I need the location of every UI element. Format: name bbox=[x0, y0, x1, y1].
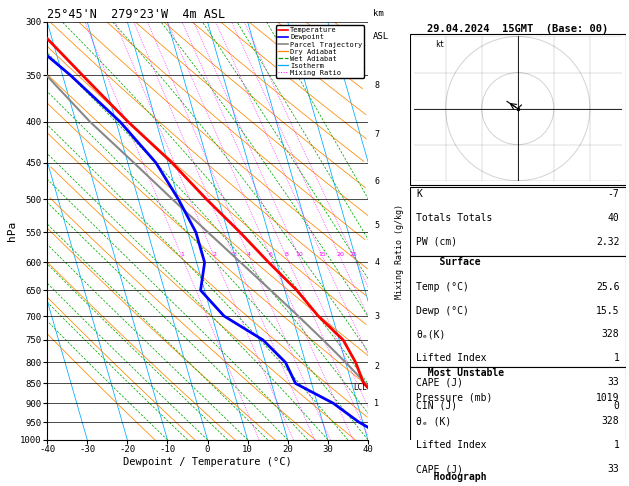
Text: km: km bbox=[373, 9, 384, 17]
Text: 7: 7 bbox=[374, 130, 379, 139]
Text: Surface: Surface bbox=[416, 257, 481, 267]
Text: 5: 5 bbox=[374, 222, 379, 230]
Text: 2: 2 bbox=[213, 252, 216, 257]
Text: Temp (°C): Temp (°C) bbox=[416, 282, 469, 292]
Text: Lifted Index: Lifted Index bbox=[416, 353, 487, 364]
Text: 8: 8 bbox=[374, 81, 379, 89]
Text: 33: 33 bbox=[608, 464, 620, 474]
Text: 1: 1 bbox=[180, 252, 184, 257]
Text: 3: 3 bbox=[374, 312, 379, 320]
Text: ASL: ASL bbox=[373, 32, 389, 41]
Text: 0: 0 bbox=[613, 401, 620, 411]
Bar bbox=[409, 187, 626, 256]
Bar bbox=[409, 367, 626, 471]
Text: 1019: 1019 bbox=[596, 393, 620, 402]
Text: 25: 25 bbox=[350, 252, 358, 257]
Text: 29.04.2024  15GMT  (Base: 00): 29.04.2024 15GMT (Base: 00) bbox=[427, 24, 608, 34]
Bar bbox=[409, 256, 626, 367]
Text: CAPE (J): CAPE (J) bbox=[416, 377, 463, 387]
Text: Pressure (mb): Pressure (mb) bbox=[416, 393, 493, 402]
Text: 6: 6 bbox=[374, 177, 379, 186]
Text: 1: 1 bbox=[374, 399, 379, 408]
Text: PW (cm): PW (cm) bbox=[416, 237, 457, 247]
Text: 15: 15 bbox=[319, 252, 326, 257]
Text: K: K bbox=[416, 189, 422, 199]
Bar bbox=[409, 471, 626, 486]
Y-axis label: hPa: hPa bbox=[8, 221, 18, 241]
X-axis label: Dewpoint / Temperature (°C): Dewpoint / Temperature (°C) bbox=[123, 457, 292, 467]
Text: CIN (J): CIN (J) bbox=[416, 401, 457, 411]
Text: Most Unstable: Most Unstable bbox=[416, 368, 504, 378]
Text: θₑ (K): θₑ (K) bbox=[416, 417, 452, 426]
Text: LCL: LCL bbox=[353, 383, 367, 392]
Text: Lifted Index: Lifted Index bbox=[416, 440, 487, 450]
Text: Dewp (°C): Dewp (°C) bbox=[416, 306, 469, 316]
Text: 3: 3 bbox=[232, 252, 237, 257]
Text: 328: 328 bbox=[602, 417, 620, 426]
Text: 25°45'N  279°23'W  4m ASL: 25°45'N 279°23'W 4m ASL bbox=[47, 8, 225, 21]
Text: 25.6: 25.6 bbox=[596, 282, 620, 292]
Text: 8: 8 bbox=[284, 252, 289, 257]
Text: Mixing Ratio (g/kg): Mixing Ratio (g/kg) bbox=[395, 204, 404, 299]
Text: 33: 33 bbox=[608, 377, 620, 387]
Text: 4: 4 bbox=[374, 258, 379, 267]
Text: 40: 40 bbox=[608, 213, 620, 223]
Text: 328: 328 bbox=[602, 330, 620, 340]
Text: 4: 4 bbox=[247, 252, 251, 257]
Text: 20: 20 bbox=[336, 252, 344, 257]
Text: 2: 2 bbox=[374, 362, 379, 371]
Text: CAPE (J): CAPE (J) bbox=[416, 464, 463, 474]
Text: Totals Totals: Totals Totals bbox=[416, 213, 493, 223]
Legend: Temperature, Dewpoint, Parcel Trajectory, Dry Adiabat, Wet Adiabat, Isotherm, Mi: Temperature, Dewpoint, Parcel Trajectory… bbox=[276, 25, 364, 78]
Text: -7: -7 bbox=[608, 189, 620, 199]
Text: 15.5: 15.5 bbox=[596, 306, 620, 316]
Text: 10: 10 bbox=[295, 252, 303, 257]
Bar bbox=[409, 35, 626, 185]
Text: 1: 1 bbox=[613, 440, 620, 450]
Text: Hodograph: Hodograph bbox=[416, 472, 487, 483]
Text: θₑ(K): θₑ(K) bbox=[416, 330, 445, 340]
Text: 2.32: 2.32 bbox=[596, 237, 620, 247]
Text: 6: 6 bbox=[269, 252, 272, 257]
Text: 1: 1 bbox=[613, 353, 620, 364]
